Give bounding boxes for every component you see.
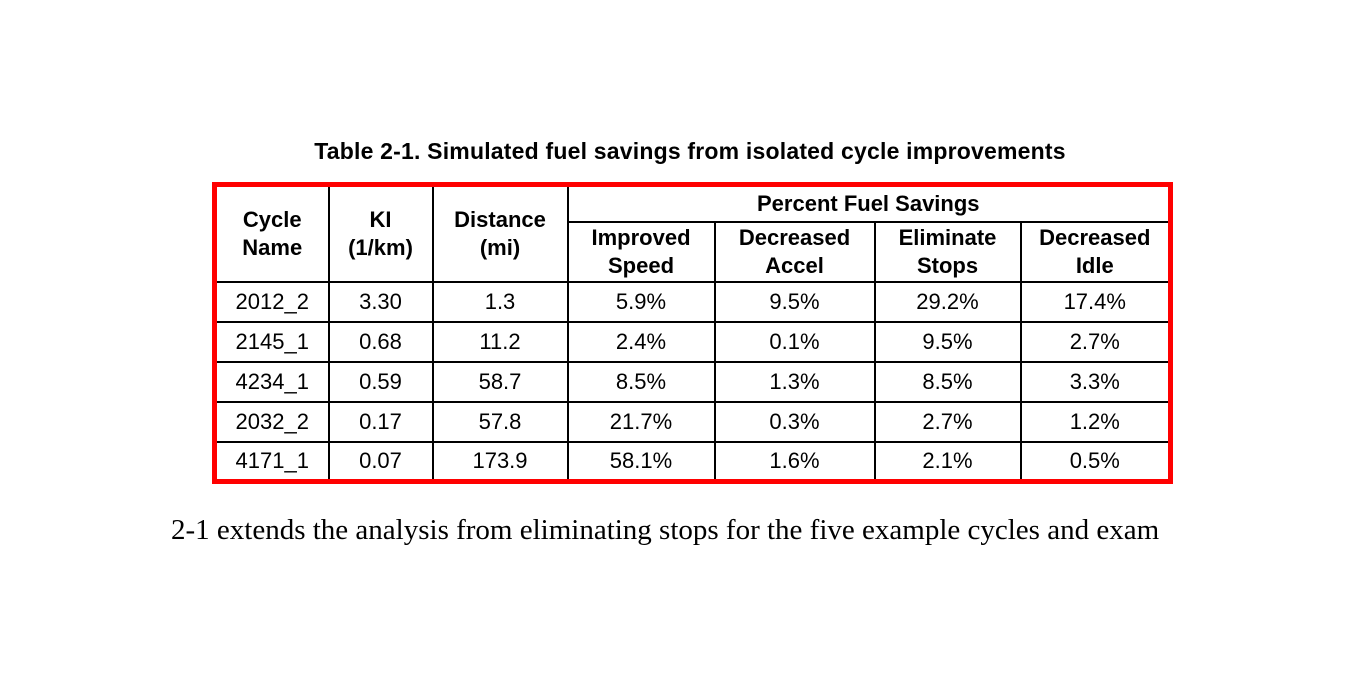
paragraph-text: 2-1 extends the analysis from eliminatin… — [171, 514, 1160, 546]
table-row: 2032_2 0.17 57.8 21.7% 0.3% 2.7% 1.2% — [213, 400, 1172, 443]
table-cell: 3.30 — [327, 280, 434, 323]
table-cell: 8.5% — [873, 360, 1022, 403]
table-row: 4234_1 0.59 58.7 8.5% 1.3% 8.5% 3.3% — [213, 360, 1172, 403]
table-cell: 2.7% — [1019, 320, 1172, 363]
table-cell: 0.5% — [1019, 440, 1172, 483]
header-cycle-name: Cycle Name — [213, 183, 330, 283]
table-cell: 29.2% — [873, 280, 1022, 323]
table-cell: 9.5% — [713, 280, 876, 323]
header-eliminate-stops: Eliminate Stops — [873, 220, 1022, 283]
table-cell: 0.07 — [327, 440, 434, 483]
header-row-sub: Improved Speed Decreased Accel Eliminate… — [215, 220, 1172, 283]
fuel-savings-table: Cycle Name KI (1/km) Distance (mi) Perce… — [212, 182, 1174, 484]
table-cell: 21.7% — [566, 400, 716, 443]
table-cell: 11.2 — [431, 320, 569, 363]
header-decreased-accel: Decreased Accel — [713, 220, 876, 283]
table-cell: 2032_2 — [213, 400, 330, 443]
table-cell: 57.8 — [431, 400, 569, 443]
table-cell: 0.17 — [327, 400, 434, 443]
table-cell: 1.6% — [713, 440, 876, 483]
table-cell: 2145_1 — [213, 320, 330, 363]
table-cell: 2.1% — [873, 440, 1022, 483]
table-cell: 4171_1 — [213, 440, 330, 483]
header-distance: Distance (mi) — [431, 183, 569, 283]
header-percent-fuel-savings: Percent Fuel Savings — [566, 183, 1172, 223]
table-cell: 173.9 — [431, 440, 569, 483]
table-cell: 1.3 — [431, 280, 569, 323]
table-cell: 2012_2 — [213, 280, 330, 323]
table-cell: 1.2% — [1019, 400, 1172, 443]
table-row: 2012_2 3.30 1.3 5.9% 9.5% 29.2% 17.4% — [213, 280, 1172, 323]
table-caption: Table 2-1. Simulated fuel savings from i… — [314, 138, 1066, 164]
table-cell: 8.5% — [566, 360, 716, 403]
table-cell: 5.9% — [566, 280, 716, 323]
header-improved-speed: Improved Speed — [566, 220, 716, 283]
header-row-group: Cycle Name KI (1/km) Distance (mi) Perce… — [213, 183, 1172, 283]
table-cell: 2.4% — [566, 320, 716, 363]
header-decreased-idle: Decreased Idle — [1019, 220, 1172, 283]
table-cell: 0.3% — [713, 400, 876, 443]
table-row: 2145_1 0.68 11.2 2.4% 0.1% 9.5% 2.7% — [213, 320, 1172, 363]
table-cell: 1.3% — [713, 360, 876, 403]
table-cell: 0.1% — [713, 320, 876, 363]
table-cell: 4234_1 — [213, 360, 330, 403]
table-cell: 17.4% — [1019, 280, 1172, 323]
table-cell: 3.3% — [1019, 360, 1172, 403]
table-cell: 0.59 — [327, 360, 434, 403]
table-cell: 2.7% — [873, 400, 1022, 443]
table-cell: 58.7 — [431, 360, 569, 403]
table-cell: 0.68 — [327, 320, 434, 363]
header-ki: KI (1/km) — [327, 183, 434, 283]
table-row: 4171_1 0.07 173.9 58.1% 1.6% 2.1% 0.5% — [213, 440, 1172, 483]
table-cell: 9.5% — [873, 320, 1022, 363]
table-cell: 58.1% — [566, 440, 716, 483]
